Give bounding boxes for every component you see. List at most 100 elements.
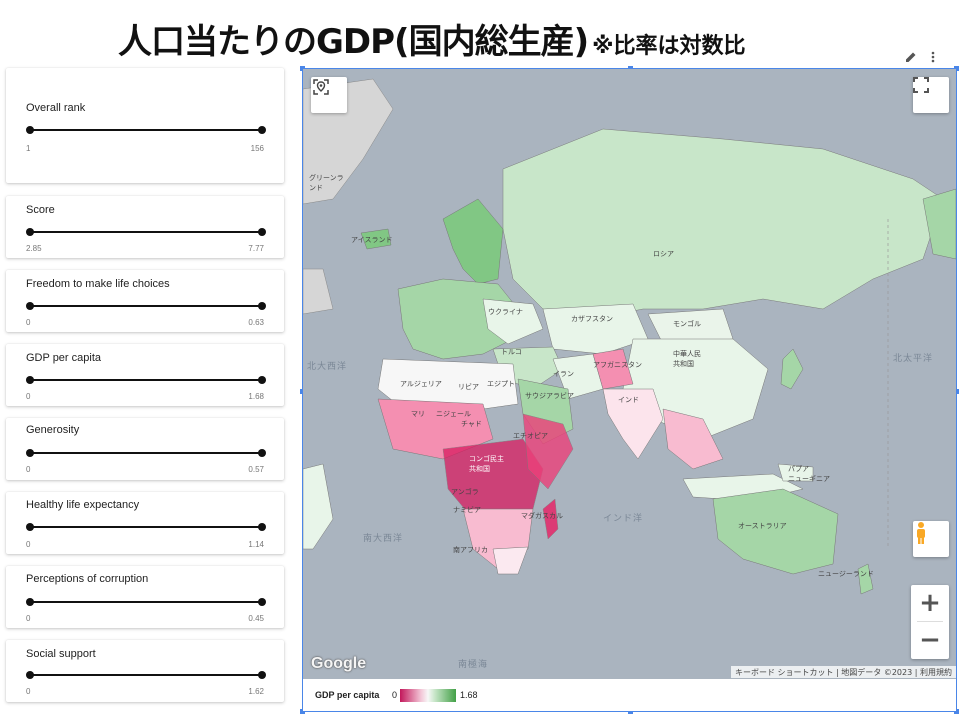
range-slider-track[interactable] <box>26 523 266 531</box>
range-slider-min-handle[interactable] <box>26 671 34 679</box>
resize-handle[interactable] <box>300 709 305 714</box>
filter-label: Healthy life expectancy <box>26 499 140 511</box>
range-slider-min-handle[interactable] <box>26 126 34 134</box>
range-slider-track[interactable] <box>26 376 266 384</box>
map-label-egypt: エジプト <box>487 380 515 388</box>
map-label-mongolia: モンゴル <box>673 320 701 328</box>
page-title-main: 人口当たりのGDP(国内総生産) <box>118 22 589 62</box>
map-label-algeria: アルジェリア <box>400 380 442 388</box>
fullscreen-icon[interactable] <box>913 77 949 113</box>
range-slider-max-handle[interactable] <box>258 523 266 531</box>
range-slider-max-handle[interactable] <box>258 598 266 606</box>
legend-min: 0 <box>392 690 398 700</box>
map-label-afghanistan: アフガニスタン <box>593 361 642 369</box>
map-label-iceland: アイスランド <box>351 236 393 244</box>
range-slider-track[interactable] <box>26 302 266 310</box>
zoom-in-button[interactable]: + <box>919 588 941 618</box>
more-vert-icon[interactable] <box>931 48 935 67</box>
slider-max-value: 1.14 <box>248 540 264 549</box>
legend-gradient-bar <box>400 689 456 702</box>
range-slider-min-handle[interactable] <box>26 302 34 310</box>
map-label-mali: マリ <box>411 410 425 418</box>
slider-min-value: 0 <box>26 540 31 549</box>
range-slider-min-handle[interactable] <box>26 523 34 531</box>
range-slider-max-handle[interactable] <box>258 449 266 457</box>
page-title: 人口当たりのGDP(国内総生産) ※比率は対数比 <box>118 14 746 62</box>
range-slider-track[interactable] <box>26 671 266 679</box>
slider-min-value: 2.85 <box>26 244 42 253</box>
filter-card-corruption: Perceptions of corruption 0 0.45 <box>6 566 284 628</box>
map-label-madagascar: マダガスカル <box>521 512 563 520</box>
map-attribution: キーボード ショートカット | 地図データ ©2023 | 利用規約 <box>730 666 956 678</box>
filter-label: Overall rank <box>26 102 86 114</box>
map-label-png: パプア ニューギニア <box>788 465 830 483</box>
range-slider-max-handle[interactable] <box>258 302 266 310</box>
map-label-niger: ニジェール <box>436 410 471 418</box>
filter-card-gdp-per-capita: GDP per capita 0 1.68 <box>6 344 284 406</box>
range-slider-min-handle[interactable] <box>26 228 34 236</box>
map-label-saudi: サウジアラビア <box>525 392 574 400</box>
range-slider-min-handle[interactable] <box>26 376 34 384</box>
filter-label: GDP per capita <box>26 352 102 364</box>
range-slider-max-handle[interactable] <box>258 376 266 384</box>
pencil-icon[interactable] <box>905 48 917 67</box>
slider-max-value: 0.63 <box>248 318 264 327</box>
map-label-indian: インド洋 <box>603 514 644 524</box>
terms-link[interactable]: 利用規約 <box>920 668 952 677</box>
location-icon[interactable] <box>311 77 347 113</box>
map-label-greenland: グリーンランド <box>309 174 344 192</box>
map-label-ethiopia: エチオピア <box>513 432 548 440</box>
range-slider-track[interactable] <box>26 228 266 236</box>
resize-handle[interactable] <box>628 66 633 71</box>
map-label-angola: アンゴラ <box>451 488 479 496</box>
keyboard-shortcuts-link[interactable]: キーボード ショートカット <box>734 668 834 677</box>
map-label-kazakhstan: カザフスタン <box>571 315 613 323</box>
slider-max-value: 0.45 <box>248 614 264 623</box>
resize-handle[interactable] <box>300 66 305 71</box>
map-label-nz: ニュージーランド <box>818 570 874 578</box>
map-label-chad: チャド <box>461 420 482 428</box>
map-label-south-africa: 南アフリカ <box>453 546 488 554</box>
map-label-china: 中華人民 共和国 <box>673 350 701 368</box>
range-slider-min-handle[interactable] <box>26 598 34 606</box>
range-slider-max-handle[interactable] <box>258 228 266 236</box>
google-logo[interactable]: Google <box>311 655 367 672</box>
resize-handle[interactable] <box>954 389 959 394</box>
resize-handle[interactable] <box>628 709 633 714</box>
filter-label: Perceptions of corruption <box>26 573 149 585</box>
map-data-credit: 地図データ ©2023 <box>841 668 913 677</box>
resize-handle[interactable] <box>954 709 959 714</box>
slider-min-value: 0 <box>26 614 31 623</box>
zoom-control: + − <box>911 585 949 659</box>
map-label-australia: オーストラリア <box>738 522 787 530</box>
slider-min-value: 0 <box>26 465 31 474</box>
slider-min-value: 0 <box>26 318 31 327</box>
zoom-out-button[interactable]: − <box>919 625 941 655</box>
range-slider-track[interactable] <box>26 598 266 606</box>
range-slider-track[interactable] <box>26 449 266 457</box>
map-label-pacific: 北太平洋 <box>893 354 934 364</box>
range-slider-max-handle[interactable] <box>258 126 266 134</box>
slider-max-value: 7.77 <box>248 244 264 253</box>
map-label-russia: ロシア <box>653 250 674 258</box>
map-label-drc: コンゴ民主 共和国 <box>469 455 504 473</box>
color-legend: GDP per capita 0 1.68 <box>303 681 956 711</box>
resize-handle[interactable] <box>300 389 305 394</box>
filter-label: Generosity <box>26 424 80 436</box>
choropleth-map <box>303 69 956 679</box>
map-canvas[interactable]: グリーンランド アイスランド ロシア カザフスタン モンゴル 中華人民 共和国 … <box>303 69 956 679</box>
slider-max-value: 1.62 <box>248 687 264 696</box>
range-slider-min-handle[interactable] <box>26 449 34 457</box>
page-title-note: ※比率は対数比 <box>592 34 746 59</box>
map-label-libya: リビア <box>458 383 479 391</box>
map-label-arctic: 北大西洋 <box>307 362 348 372</box>
pegman-icon[interactable] <box>913 521 949 557</box>
range-slider-track[interactable] <box>26 126 266 134</box>
slider-max-value: 1.68 <box>248 392 264 401</box>
filter-label: Social support <box>26 648 96 660</box>
range-slider-max-handle[interactable] <box>258 671 266 679</box>
slider-max-value: 156 <box>250 144 264 153</box>
resize-handle[interactable] <box>954 66 959 71</box>
geo-map-widget[interactable]: グリーンランド アイスランド ロシア カザフスタン モンゴル 中華人民 共和国 … <box>300 66 959 714</box>
